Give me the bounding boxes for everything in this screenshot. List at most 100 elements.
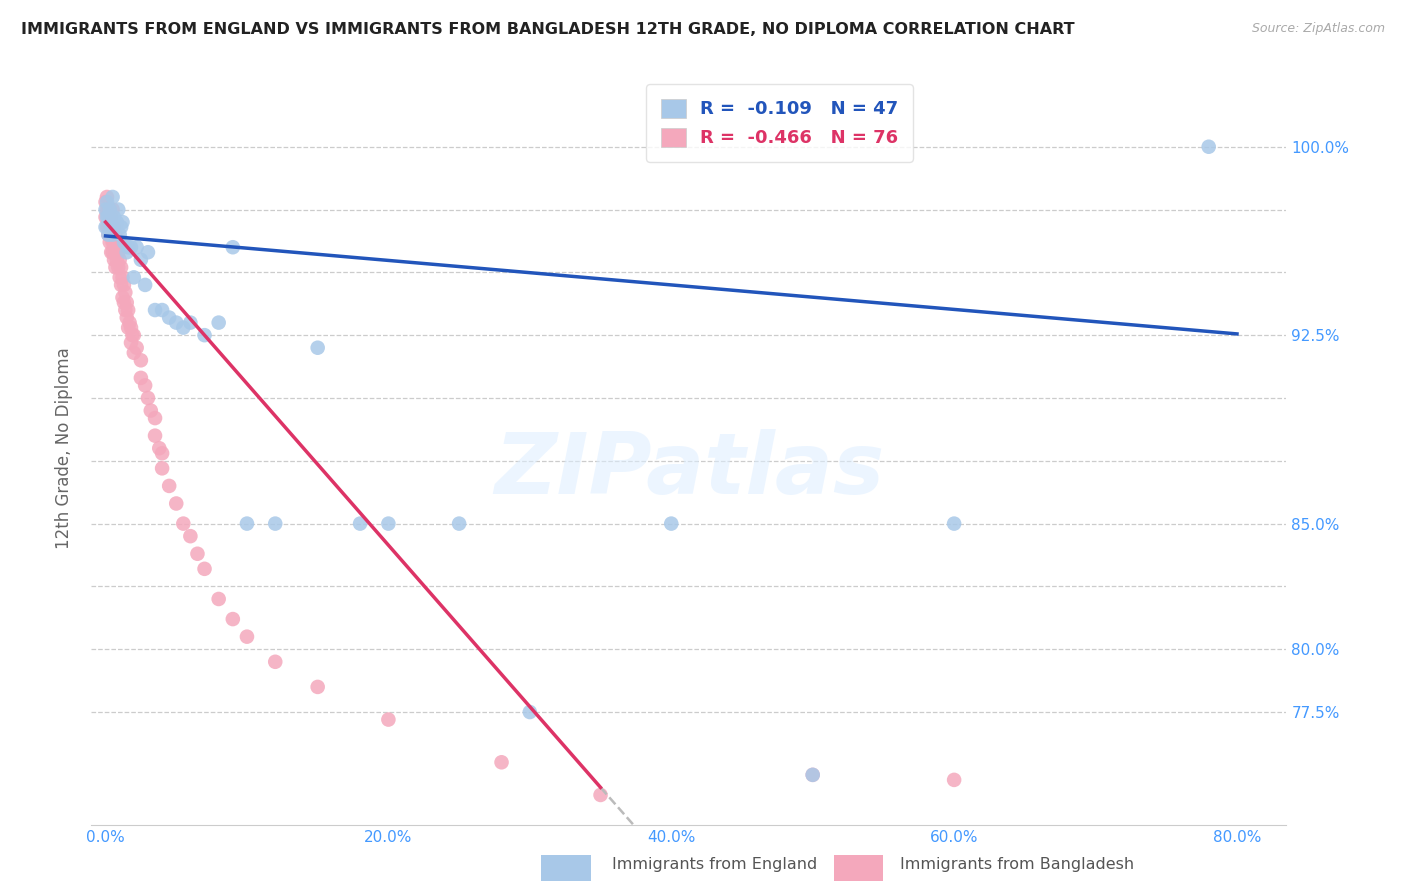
Point xyxy=(104,260,127,275)
Point xyxy=(236,630,259,644)
Point xyxy=(100,245,122,260)
Point xyxy=(148,442,170,455)
Point xyxy=(377,713,399,727)
Point xyxy=(150,446,173,460)
Y-axis label: 12th Grade, No Diploma: 12th Grade, No Diploma xyxy=(55,347,73,549)
Point xyxy=(157,310,180,325)
Legend: R =  -0.109   N = 47, R =  -0.466   N = 76: R = -0.109 N = 47, R = -0.466 N = 76 xyxy=(647,84,912,161)
Point xyxy=(117,240,139,254)
Point xyxy=(589,788,612,802)
Point xyxy=(108,235,131,250)
Point xyxy=(801,768,824,782)
Point xyxy=(101,190,124,204)
Point xyxy=(107,260,129,275)
Point xyxy=(139,403,162,417)
Point xyxy=(120,335,142,350)
Point xyxy=(112,277,135,292)
Point xyxy=(103,220,125,235)
Point xyxy=(449,516,471,531)
Point xyxy=(115,245,138,260)
Point xyxy=(103,252,125,267)
Point xyxy=(208,316,231,330)
Point xyxy=(108,270,131,285)
Point xyxy=(101,235,124,250)
Point xyxy=(264,516,287,531)
Point xyxy=(307,680,329,694)
Point xyxy=(377,516,399,531)
Point xyxy=(943,772,966,787)
Point xyxy=(519,705,541,719)
Point xyxy=(107,245,129,260)
Point xyxy=(122,270,145,285)
Point xyxy=(94,202,117,217)
Point xyxy=(122,345,145,359)
Point xyxy=(111,270,134,285)
Point xyxy=(134,378,156,392)
Point xyxy=(96,202,118,217)
Point xyxy=(104,245,127,260)
Point xyxy=(101,220,124,235)
Point xyxy=(659,516,682,531)
Point xyxy=(143,428,166,442)
Point xyxy=(165,496,187,510)
Point xyxy=(112,295,135,310)
Point xyxy=(115,295,138,310)
Point xyxy=(125,341,148,355)
Point xyxy=(101,202,124,217)
Point xyxy=(96,210,118,224)
Point xyxy=(103,235,125,250)
Point xyxy=(105,252,128,267)
Point xyxy=(134,277,156,292)
Point xyxy=(157,479,180,493)
Point xyxy=(96,220,118,235)
Point xyxy=(208,592,231,607)
Point xyxy=(97,227,120,242)
Point xyxy=(120,240,142,254)
Point xyxy=(94,220,117,235)
Text: ZIPatlas: ZIPatlas xyxy=(494,429,884,512)
Point xyxy=(943,516,966,531)
Point xyxy=(179,529,201,543)
Point xyxy=(105,240,128,254)
Point xyxy=(117,303,139,318)
Point xyxy=(143,303,166,318)
Point xyxy=(111,291,134,305)
Point xyxy=(98,235,121,250)
Point xyxy=(193,562,215,576)
Point xyxy=(118,316,141,330)
Point xyxy=(100,227,122,242)
Point xyxy=(101,245,124,260)
Point xyxy=(222,240,245,254)
Point xyxy=(97,202,120,217)
Point xyxy=(104,220,127,235)
Point xyxy=(264,655,287,669)
Point xyxy=(110,260,132,275)
Point xyxy=(97,227,120,242)
Point xyxy=(112,235,135,250)
Point xyxy=(111,215,134,229)
Point xyxy=(117,320,139,334)
Point xyxy=(1198,139,1220,153)
Point xyxy=(97,210,120,224)
Point xyxy=(125,240,148,254)
Point xyxy=(236,516,259,531)
Point xyxy=(100,210,122,224)
Point xyxy=(108,227,131,242)
Point xyxy=(801,768,824,782)
Point xyxy=(103,210,125,224)
Point xyxy=(172,516,194,531)
Point xyxy=(115,310,138,325)
Point xyxy=(101,227,124,242)
Point xyxy=(97,220,120,235)
Point xyxy=(107,202,129,217)
Point xyxy=(150,303,173,318)
Point xyxy=(110,220,132,235)
Point xyxy=(120,320,142,334)
Text: Source: ZipAtlas.com: Source: ZipAtlas.com xyxy=(1251,22,1385,36)
Point xyxy=(222,612,245,626)
Point xyxy=(349,516,371,531)
Point xyxy=(165,316,187,330)
Point xyxy=(129,371,152,385)
Point xyxy=(172,320,194,334)
Point xyxy=(100,220,122,235)
